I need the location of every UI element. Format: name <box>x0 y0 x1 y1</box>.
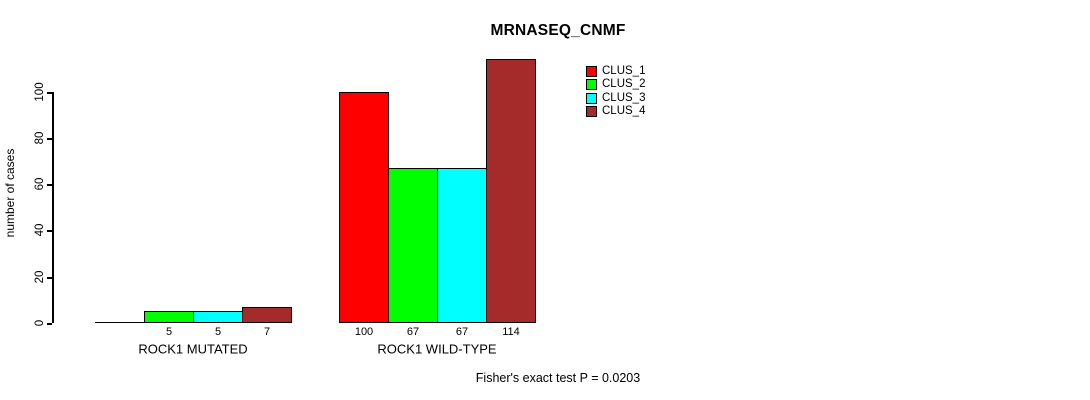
legend-item-clus_3: CLUS_3 <box>586 92 645 105</box>
legend-label: CLUS_1 <box>602 65 646 78</box>
legend-label: CLUS_3 <box>602 91 646 104</box>
chart-title: MRNASEQ_CNMF <box>490 22 626 39</box>
y-tick-label: 20 <box>34 270 46 284</box>
y-tick-mark <box>47 323 52 325</box>
bar-clus_3-wildtype <box>437 168 487 323</box>
bar-clus_3-mutated <box>193 311 243 323</box>
legend-item-clus_1: CLUS_1 <box>586 65 645 78</box>
legend-label: CLUS_2 <box>602 78 646 91</box>
legend-swatch-icon <box>586 79 597 91</box>
legend-label: CLUS_4 <box>602 105 646 118</box>
bar-value-label: 7 <box>263 326 271 338</box>
bar-value-label: 67 <box>455 326 469 338</box>
bar-clus_1-wildtype <box>339 92 389 323</box>
bar-value-label: 100 <box>354 326 374 338</box>
legend-swatch-icon <box>586 66 597 78</box>
y-tick-mark <box>47 184 52 186</box>
x-category-label-mutated: ROCK1 MUTATED <box>138 341 248 357</box>
stat-test-annotation: Fisher's exact test P = 0.0203 <box>475 371 641 385</box>
y-tick-mark <box>47 92 52 94</box>
y-tick-label: 40 <box>34 223 46 237</box>
bar-value-label: 114 <box>502 326 520 338</box>
bar-value-label: 5 <box>165 326 173 338</box>
x-category-label-wildtype: ROCK1 WILD-TYPE <box>377 341 497 357</box>
bar-clus_2-mutated <box>144 311 194 323</box>
bar-value-label: 5 <box>214 326 222 338</box>
bar-clus_2-wildtype <box>388 168 438 323</box>
y-tick-mark <box>47 230 52 232</box>
y-tick-label: 80 <box>34 131 46 145</box>
y-tick-mark <box>47 138 52 140</box>
y-axis-title: number of cases <box>3 148 17 238</box>
bar-value-label: 67 <box>406 326 420 338</box>
y-tick-mark <box>47 277 52 279</box>
bar-clus_4-mutated <box>242 307 292 323</box>
legend-swatch-icon <box>586 106 597 118</box>
legend: CLUS_1 CLUS_2 CLUS_3 CLUS_4 <box>586 65 645 118</box>
y-tick-label: 0 <box>34 319 46 327</box>
bar-clus_1-mutated <box>95 322 145 323</box>
legend-swatch-icon <box>586 92 597 104</box>
legend-item-clus_4: CLUS_4 <box>586 105 645 118</box>
y-axis-line <box>52 92 54 323</box>
y-tick-label: 60 <box>34 177 46 191</box>
bar-clus_4-wildtype <box>486 59 536 323</box>
legend-item-clus_2: CLUS_2 <box>586 78 645 91</box>
y-tick-label: 100 <box>34 82 46 102</box>
